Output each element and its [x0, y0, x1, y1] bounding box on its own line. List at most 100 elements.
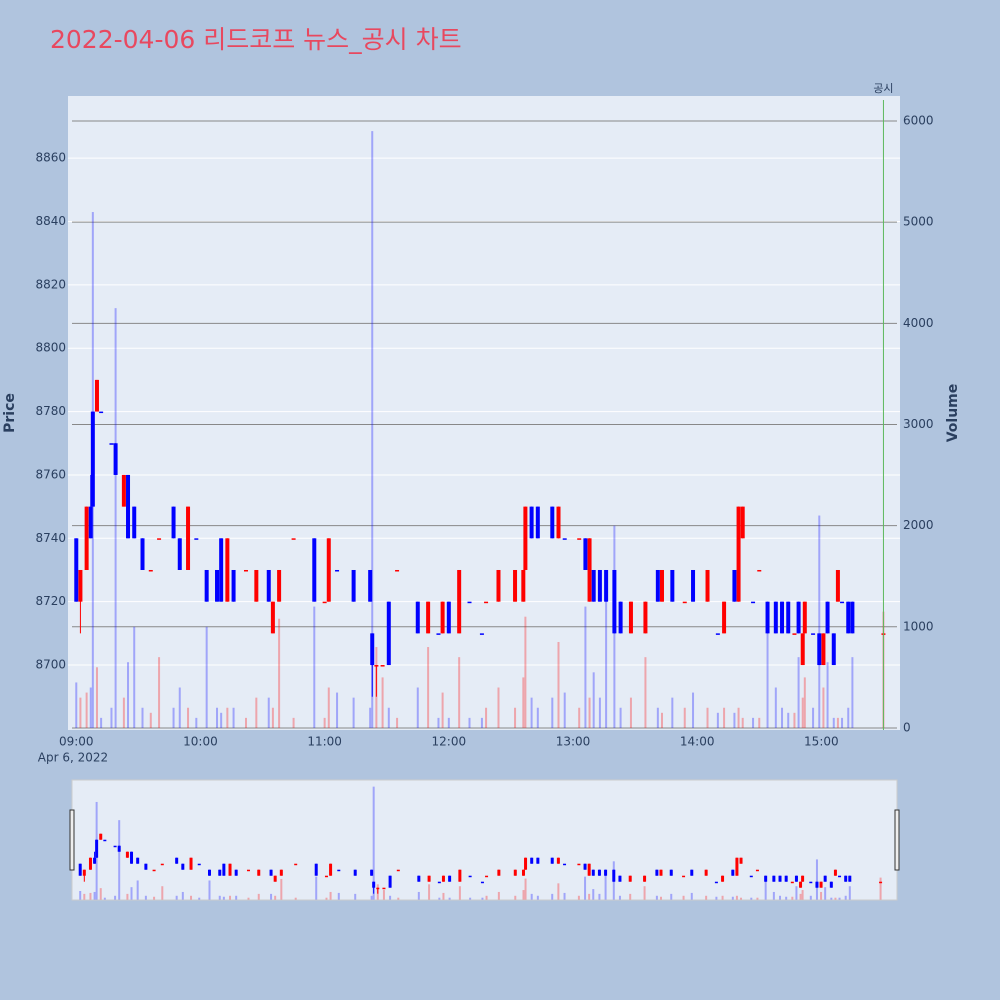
candle-body	[577, 538, 582, 540]
mini-volume-bar	[270, 893, 273, 900]
candle-body	[113, 443, 118, 475]
volume-bar	[841, 717, 844, 728]
mini-volume-bar	[144, 895, 147, 900]
mini-candle-body	[764, 875, 768, 882]
candle-body	[535, 506, 540, 539]
candle-body	[655, 569, 660, 602]
mini-candle-body	[175, 857, 179, 864]
x-tick-label: 12:00	[432, 735, 467, 749]
candle-body	[380, 665, 385, 667]
mini-candle-body	[735, 857, 739, 876]
mini-candle-body	[376, 887, 380, 890]
mini-candle-body	[784, 875, 788, 882]
mini-candle-body	[136, 857, 140, 864]
volume-bar	[524, 616, 527, 728]
candle-body	[831, 633, 836, 666]
mini-volume-bar	[89, 892, 92, 900]
volume-bar	[114, 308, 117, 728]
mini-volume-bar	[715, 896, 718, 900]
candle-body	[194, 538, 199, 540]
volume-bar	[598, 697, 601, 728]
candle-body	[148, 569, 153, 572]
mini-candle-body	[848, 875, 852, 882]
mini-volume-bar	[577, 895, 580, 900]
y2-tick-label: 2000	[903, 518, 934, 532]
mini-candle-body	[521, 869, 525, 876]
mini-candle-body	[441, 875, 445, 882]
mini-volume-bar	[772, 891, 775, 900]
mini-volume-bar	[618, 895, 621, 900]
mini-candle-body	[468, 875, 472, 878]
mini-volume-bar	[659, 896, 662, 900]
mini-candle-body	[324, 875, 328, 878]
mini-volume-bar	[485, 895, 488, 900]
mini-candle-body	[556, 857, 560, 864]
candle-body	[732, 569, 737, 602]
mini-volume-bar	[670, 893, 673, 900]
candle-body	[121, 474, 126, 507]
y2-tick-label: 5000	[903, 215, 934, 229]
mini-candle-body	[234, 869, 238, 876]
mini-candle-body	[181, 863, 185, 870]
mini-candle-body	[269, 869, 273, 876]
range-slider[interactable]	[71, 779, 898, 901]
mini-candle-body	[563, 863, 567, 866]
volume-bar	[530, 697, 533, 728]
candle-body	[597, 569, 602, 602]
y-tick-label: 8860	[35, 151, 66, 165]
mini-candle-body	[704, 869, 708, 876]
range-handle[interactable]	[69, 809, 75, 871]
volume-bar	[536, 707, 539, 728]
volume-bar	[313, 606, 316, 728]
mini-volume-bar	[337, 892, 340, 900]
candle-body	[426, 601, 431, 634]
mini-candle-body	[88, 857, 92, 870]
candle-body	[90, 411, 95, 507]
candle-body	[562, 538, 567, 540]
mini-candle-body	[809, 881, 813, 884]
candle-body	[231, 569, 236, 602]
mini-volume-bar	[175, 895, 178, 900]
volume-bar	[629, 697, 632, 728]
volume-bar	[158, 657, 161, 728]
mini-candle-body	[218, 869, 222, 876]
candle-body	[811, 633, 816, 635]
mini-volume-bar	[417, 891, 420, 900]
volume-bar	[818, 515, 821, 728]
candle-body	[521, 569, 526, 602]
volume-bar	[127, 662, 130, 728]
range-handle[interactable]	[894, 809, 900, 871]
volume-bar	[244, 717, 247, 728]
mini-volume-bar	[198, 897, 201, 900]
mini-candle-body	[583, 863, 587, 870]
mini-volume-bar	[114, 895, 117, 900]
mini-volume-bar	[458, 886, 461, 900]
mini-volume-bar	[721, 895, 724, 900]
mini-volume-bar	[514, 895, 517, 900]
volume-bar	[716, 712, 719, 728]
mini-volume-bar	[824, 887, 827, 900]
volume-bar	[793, 712, 796, 728]
mini-volume-bar	[779, 895, 782, 900]
mini-volume-bar	[438, 897, 441, 900]
volume-bar	[485, 707, 488, 728]
mini-candle-body	[690, 869, 694, 876]
mini-volume-bar	[247, 897, 250, 900]
mini-candle-body	[739, 857, 743, 864]
mini-volume-bar	[750, 897, 753, 900]
volume-bar	[671, 697, 674, 728]
candle-body	[800, 633, 805, 666]
candle-body	[604, 569, 609, 602]
event-label: 공시	[873, 82, 893, 95]
mini-candle-body	[628, 875, 632, 882]
volume-bar	[255, 697, 258, 728]
volume-bar	[836, 717, 839, 728]
volume-bar	[149, 712, 152, 728]
mini-candle-body	[130, 851, 134, 864]
mini-volume-bar	[397, 897, 400, 900]
mini-candle-body	[778, 875, 782, 882]
volume-bar	[416, 687, 419, 728]
mini-volume-bar	[735, 895, 738, 900]
volume-bar	[723, 707, 726, 728]
volume-bar	[187, 707, 190, 728]
